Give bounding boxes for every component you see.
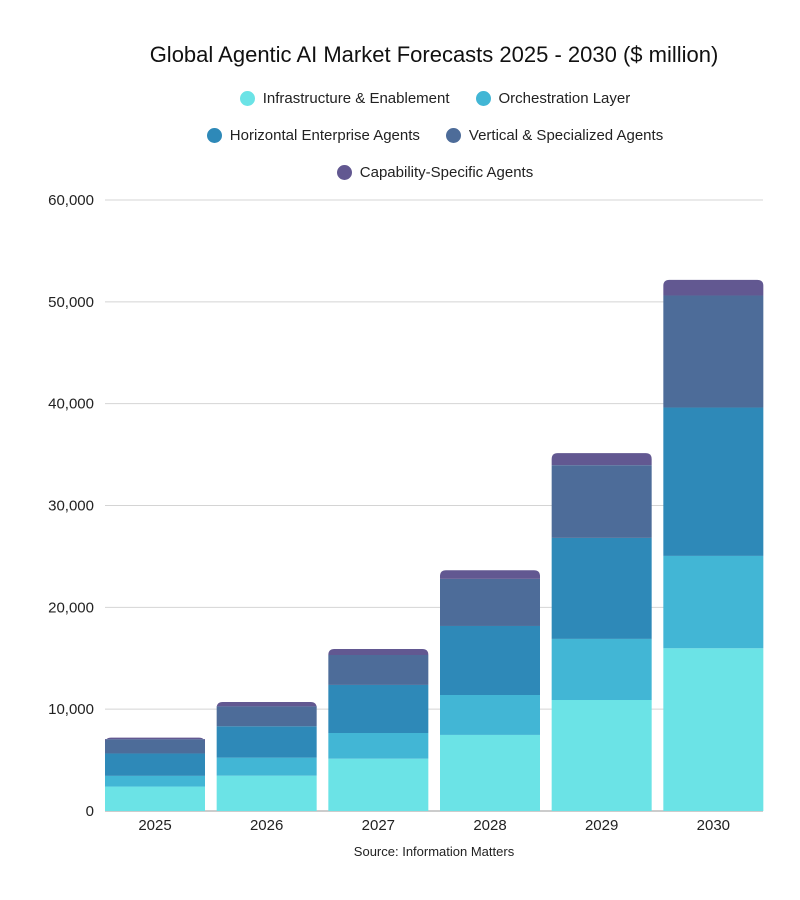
y-tick-label: 20,000 xyxy=(48,599,94,616)
x-tick-label: 2028 xyxy=(473,817,506,834)
x-tick-label: 2027 xyxy=(362,817,395,834)
bar-segment xyxy=(663,295,764,408)
bar-segment xyxy=(328,758,429,811)
bar-segment xyxy=(328,732,429,759)
bar-segment xyxy=(551,638,652,701)
legend-row-3: Capability-Specific Agents xyxy=(0,164,800,181)
legend-swatch xyxy=(239,91,255,106)
bar-segment xyxy=(440,734,540,811)
bar-segment xyxy=(216,757,317,776)
x-tick-label: 2026 xyxy=(250,817,283,834)
y-tick-label: 30,000 xyxy=(48,498,94,515)
bar-segment xyxy=(663,555,764,649)
bar-segment xyxy=(440,570,540,579)
bar-segment xyxy=(105,753,205,776)
bar-segment xyxy=(328,684,429,733)
bar-segment xyxy=(551,700,652,811)
legend-swatch xyxy=(475,91,491,106)
y-tick-label: 40,000 xyxy=(48,396,94,413)
bar-segment xyxy=(216,775,317,811)
legend-swatch xyxy=(336,165,352,180)
bar-segment xyxy=(440,695,540,735)
legend-item: Capability-Specific Agents xyxy=(336,164,534,181)
source-note: Source: Information Matters xyxy=(353,844,515,859)
legend-item: Orchestration Layer xyxy=(475,90,631,107)
legend-label: Capability-Specific Agents xyxy=(359,164,534,181)
bar-segment xyxy=(440,625,540,696)
x-tick-label: 2025 xyxy=(138,817,171,834)
legend-swatch xyxy=(445,128,461,143)
y-tick-label: 50,000 xyxy=(48,294,94,311)
bar-segment xyxy=(105,739,205,754)
bar-segment xyxy=(216,726,317,758)
bar-segment xyxy=(663,279,764,296)
legend-row-1: Infrastructure & Enablement Orchestratio… xyxy=(0,90,800,107)
y-tick-label: 60,000 xyxy=(48,192,94,209)
bar-segment xyxy=(328,648,429,655)
y-tick-label: 0 xyxy=(86,803,94,820)
legend-item: Vertical & Specialized Agents xyxy=(445,127,664,144)
bar-segment xyxy=(551,453,652,466)
legend-label: Orchestration Layer xyxy=(498,90,631,107)
bar-segment xyxy=(551,465,652,538)
x-tick-label: 2030 xyxy=(697,817,730,834)
legend-item: Infrastructure & Enablement xyxy=(239,90,450,107)
legend-swatch xyxy=(206,128,222,143)
chart-title: Global Agentic AI Market Forecasts 2025 … xyxy=(149,42,719,67)
bar-segment xyxy=(328,654,429,685)
bar-segment xyxy=(105,786,205,811)
bar-segment xyxy=(216,706,317,727)
legend-label: Vertical & Specialized Agents xyxy=(468,127,664,144)
bar-segment xyxy=(440,578,540,626)
legend-item: Horizontal Enterprise Agents xyxy=(206,127,420,144)
bar-segment xyxy=(105,775,205,787)
legend-label: Horizontal Enterprise Agents xyxy=(229,127,420,144)
bar-segment xyxy=(551,537,652,639)
bar-segment xyxy=(105,737,205,744)
bar-segment xyxy=(663,648,764,811)
x-tick-label: 2029 xyxy=(585,817,618,834)
bar-segment xyxy=(216,702,317,709)
y-tick-label: 10,000 xyxy=(48,701,94,718)
legend-label: Infrastructure & Enablement xyxy=(262,90,450,107)
bar-segment xyxy=(663,407,764,556)
legend-row-2: Horizontal Enterprise Agents Vertical & … xyxy=(0,127,800,144)
